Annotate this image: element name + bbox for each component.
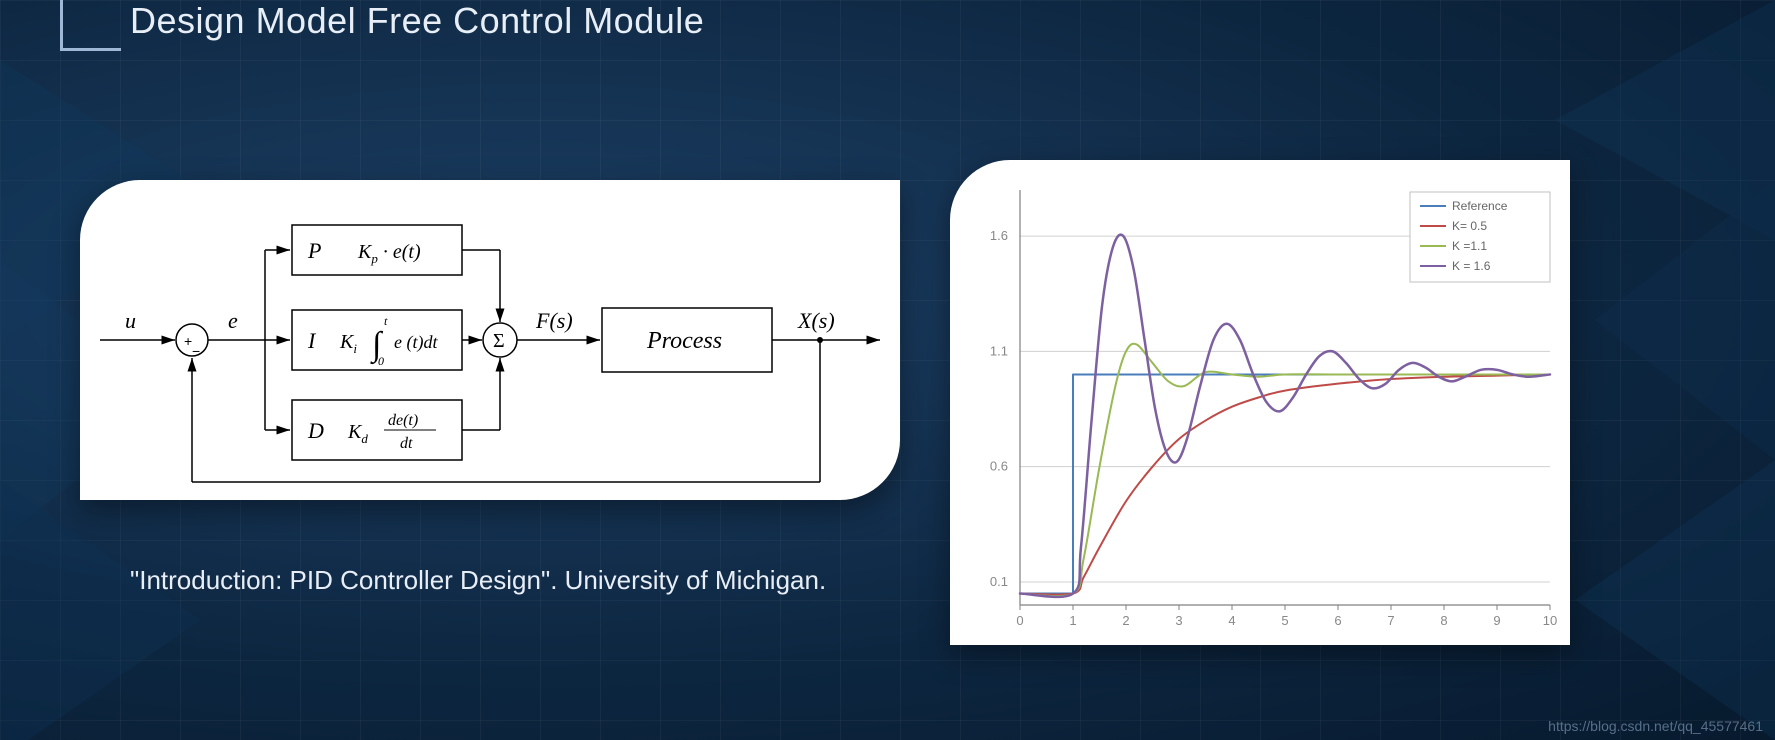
p-expr: Kp · e(t) — [357, 241, 421, 266]
svg-text:1: 1 — [1069, 613, 1076, 628]
svg-text:8: 8 — [1440, 613, 1447, 628]
p-letter: P — [307, 238, 321, 263]
svg-text:6: 6 — [1334, 613, 1341, 628]
svg-text:1.1: 1.1 — [990, 343, 1008, 358]
svg-text:1.6: 1.6 — [990, 228, 1008, 243]
svg-text:5: 5 — [1281, 613, 1288, 628]
d-den: dt — [400, 435, 413, 452]
pid-diagram-panel: u + − e P Kp · e(t) I Ki ∫ — [80, 180, 900, 500]
svg-text:0.6: 0.6 — [990, 459, 1008, 474]
series-k16 — [1020, 235, 1550, 597]
watermark: https://blog.csdn.net/qq_45577461 — [1548, 718, 1763, 734]
series-k11 — [1020, 344, 1550, 596]
svg-text:2: 2 — [1122, 613, 1129, 628]
label-xs: X(s) — [797, 308, 835, 333]
page-title: Design Model Free Control Module — [130, 0, 704, 42]
step-response-chart-panel: 0.1 0.6 1.1 1.6 0 1 2 3 4 5 6 7 8 9 10 Reference K= 0.5 K… — [950, 160, 1570, 645]
sum1-plus: + — [184, 333, 192, 349]
d-kd: Kd — [347, 421, 368, 446]
label-e: e — [228, 308, 238, 333]
d-num: de(t) — [388, 412, 418, 429]
label-u: u — [125, 308, 136, 333]
svg-text:10: 10 — [1543, 613, 1557, 628]
svg-text:0: 0 — [1016, 613, 1023, 628]
legend-label: K= 0.5 — [1452, 219, 1487, 233]
int-lower: 0 — [378, 354, 384, 368]
process-label: Process — [646, 328, 722, 354]
legend-label: Reference — [1452, 199, 1508, 213]
sum1-minus: − — [192, 343, 200, 359]
title-bracket — [60, 0, 121, 51]
svg-text:4: 4 — [1228, 613, 1235, 628]
pid-diagram-svg: u + − e P Kp · e(t) I Ki ∫ — [80, 180, 900, 500]
d-letter: D — [307, 418, 324, 443]
int-body: e (t)dt — [394, 332, 438, 353]
sigma-label: Σ — [493, 330, 505, 352]
legend-label: K =1.1 — [1452, 239, 1487, 253]
svg-text:7: 7 — [1387, 613, 1394, 628]
int-upper: t — [384, 314, 388, 328]
svg-text:3: 3 — [1175, 613, 1182, 628]
svg-text:9: 9 — [1493, 613, 1500, 628]
caption: "Introduction: PID Controller Design". U… — [130, 565, 826, 596]
i-letter: I — [307, 328, 317, 353]
step-response-chart: 0.1 0.6 1.1 1.6 0 1 2 3 4 5 6 7 8 9 10 Reference K= 0.5 K… — [950, 160, 1570, 645]
label-fs: F(s) — [535, 308, 573, 333]
i-ki: Ki — [339, 331, 357, 356]
svg-text:0.1: 0.1 — [990, 574, 1008, 589]
legend-label: K = 1.6 — [1452, 259, 1491, 273]
